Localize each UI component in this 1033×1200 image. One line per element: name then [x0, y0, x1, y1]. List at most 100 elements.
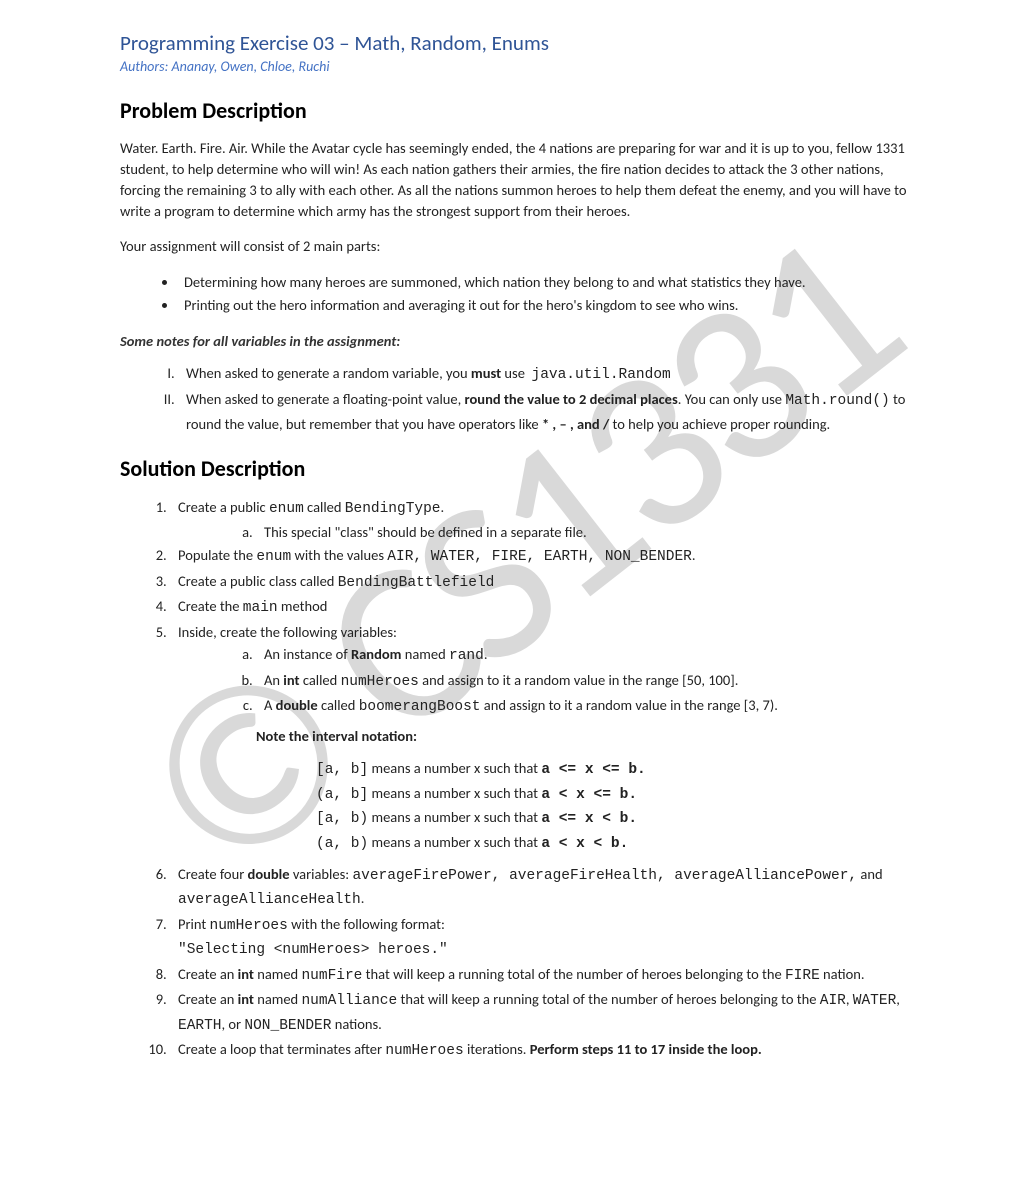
text: means a number x such that [368, 784, 541, 802]
step-item: Populate the enum with the values AIR, W… [170, 544, 913, 568]
code-text: numHeroes [341, 674, 419, 690]
code-text: enum [256, 549, 291, 565]
code-text: FIRE [785, 968, 820, 984]
problem-para2: Your assignment will consist of 2 main p… [120, 236, 913, 257]
text: and [857, 865, 882, 883]
text: Create an [178, 965, 238, 983]
interval-line: (a, b] means a number x such that a < x … [316, 782, 913, 806]
text: A [264, 696, 276, 714]
text: to help you achieve proper rounding. [609, 415, 830, 433]
interval-header: Note the interval notation: [256, 725, 913, 747]
text: means a number x such that [368, 833, 541, 851]
text: nation. [820, 965, 865, 983]
text: Populate the [178, 546, 256, 564]
sub-item: A double called boomerangBoost and assig… [256, 694, 913, 718]
code-text: averageAllianceHealth [178, 892, 361, 908]
solution-heading: Solution Description [120, 455, 913, 482]
code-text: numHeroes [385, 1043, 463, 1059]
code-text: BendingBattlefield [338, 575, 495, 591]
text: that will keep a running total of the nu… [397, 990, 820, 1008]
sub-item: This special "class" should be defined i… [256, 521, 913, 543]
step-item: Create four double variables: averageFir… [170, 863, 913, 912]
step-item: Create an int named numFire that will ke… [170, 963, 913, 987]
roman-item: When asked to generate a floating-point … [178, 388, 913, 435]
text: with the following format: [288, 915, 445, 933]
solution-steps: Create a public enum called BendingType.… [170, 496, 913, 1062]
code-text: "Selecting <numHeroes> heroes." [178, 942, 448, 958]
text: named [254, 965, 302, 983]
problem-heading: Problem Description [120, 97, 913, 124]
code-text: AIR, WATER, FIRE, EARTH, NON_BENDER [387, 549, 692, 565]
bold-text: Random [351, 645, 401, 663]
step-item: Print numHeroes with the following forma… [170, 913, 913, 962]
text: that will keep a running total of the nu… [362, 965, 785, 983]
code-text: enum [269, 501, 304, 517]
bold-text: double [248, 865, 290, 883]
code-text: rand [449, 648, 484, 664]
text: . [441, 498, 445, 516]
text: Create a public [178, 498, 269, 516]
code-text: numAlliance [301, 993, 397, 1009]
code-text: [a, b) [316, 811, 368, 827]
code-text: numHeroes [210, 918, 288, 934]
text: named [401, 645, 449, 663]
code-text: WATER [853, 993, 897, 1009]
code-text: [a, b] [316, 762, 368, 778]
code-text: (a, b) [316, 836, 368, 852]
code-text: main [243, 600, 278, 616]
text: Create four [178, 865, 248, 883]
sub-item: An int called numHeroes and assign to it… [256, 669, 913, 693]
interval-line: (a, b) means a number x such that a < x … [316, 831, 913, 855]
text: , [846, 990, 853, 1008]
sub-list: An instance of Random named rand. An int… [256, 643, 913, 718]
text: When asked to generate a floating-point … [186, 390, 465, 408]
bold-text: int [238, 990, 254, 1008]
interval-block: Note the interval notation: [a, b] means… [256, 725, 913, 855]
text: variables: [290, 865, 353, 883]
code-text: Math.round() [785, 393, 889, 409]
sub-item: An instance of Random named rand. [256, 643, 913, 667]
bold-text: int [238, 965, 254, 983]
code-text: a < x <= b. [541, 787, 637, 803]
code-text: a < x < b. [541, 836, 628, 852]
text: Create an [178, 990, 238, 1008]
text: and assign to it a random value in the r… [481, 696, 778, 714]
text: called [318, 696, 359, 714]
problem-bullets: Determining how many heroes are summoned… [178, 271, 913, 316]
text: Create a public class called [178, 572, 338, 590]
text: with the values [291, 546, 387, 564]
text: called [300, 671, 341, 689]
doc-authors: Authors: Ananay, Owen, Chloe, Ruchi [120, 58, 913, 75]
step-item: Create an int named numAlliance that wil… [170, 988, 913, 1037]
bold-text: round the value to 2 decimal places [465, 390, 678, 408]
text: nations. [331, 1015, 381, 1033]
text: Create a loop that terminates after [178, 1040, 385, 1058]
text: Print [178, 915, 210, 933]
text: . You can only use [678, 390, 786, 408]
text: , [896, 990, 900, 1008]
text: named [254, 990, 302, 1008]
step-item: Create a public class called BendingBatt… [170, 570, 913, 594]
text: . [692, 546, 696, 564]
text: An instance of [264, 645, 351, 663]
text: means a number x such that [368, 808, 541, 826]
text: . [361, 889, 365, 907]
code-text: java.util.Random [532, 367, 671, 383]
document-page: Programming Exercise 03 – Math, Random, … [0, 0, 1033, 1109]
code-text: AIR [820, 993, 846, 1009]
code-text: numFire [301, 968, 362, 984]
notes-label: Some notes for all variables in the assi… [120, 332, 913, 350]
code-text: NON_BENDER [244, 1018, 331, 1034]
code-text: averageFirePower, averageFireHealth, ave… [352, 868, 857, 884]
bullet-item: Printing out the hero information and av… [178, 294, 913, 316]
text: use [501, 364, 528, 382]
interval-line: [a, b) means a number x such that a <= x… [316, 806, 913, 830]
text: . [484, 645, 488, 663]
step-item: Create a loop that terminates after numH… [170, 1038, 913, 1062]
bullet-item: Determining how many heroes are summoned… [178, 271, 913, 293]
text: When asked to generate a random variable… [186, 364, 471, 382]
code-text: a <= x < b. [541, 811, 637, 827]
problem-para1: Water. Earth. Fire. Air. While the Avata… [120, 138, 913, 222]
text: iterations. [464, 1040, 530, 1058]
text: Inside, create the following variables: [178, 623, 397, 641]
